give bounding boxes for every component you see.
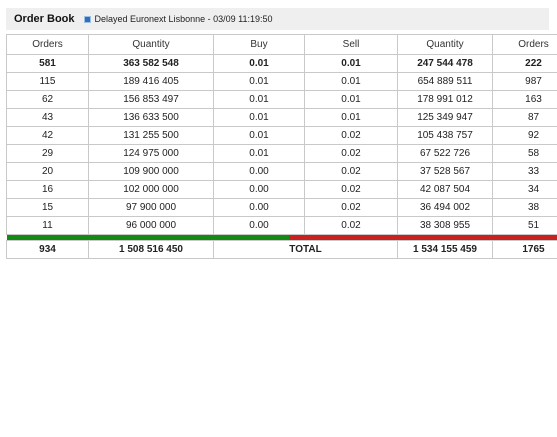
- buy-volume-bar: [6, 235, 289, 240]
- ask-orders-cell: 222: [492, 54, 557, 73]
- ask-quantity-cell: 125 349 947: [397, 108, 493, 127]
- bid-orders-cell: 16: [6, 180, 89, 199]
- market-status: Delayed Euronext Lisbonne - 03/09 11:19:…: [83, 14, 273, 24]
- bid-orders-cell: 62: [6, 90, 89, 109]
- bid-orders-cell: 15: [6, 198, 89, 217]
- total-bid-orders: 934: [6, 240, 89, 259]
- buy-price-cell: 0.01: [213, 90, 305, 109]
- bid-quantity-cell: 156 853 497: [88, 90, 214, 109]
- buy-price-cell: 0.00: [213, 216, 305, 235]
- bid-quantity-cell: 124 975 000: [88, 144, 214, 163]
- buy-price-cell: 0.01: [213, 54, 305, 73]
- buy-sell-balance-bar: [6, 235, 557, 240]
- bid-orders-cell: 43: [6, 108, 89, 127]
- sell-price-cell: 0.01: [304, 72, 398, 91]
- ask-orders-cell: 33: [492, 162, 557, 181]
- bid-quantity-cell: 102 000 000: [88, 180, 214, 199]
- ask-quantity-cell: 654 889 511: [397, 72, 493, 91]
- ask-orders-cell: 163: [492, 90, 557, 109]
- ask-quantity-cell: 67 522 726: [397, 144, 493, 163]
- buy-price-cell: 0.00: [213, 180, 305, 199]
- order-book-table: Orders Quantity Buy Sell Quantity Orders…: [6, 34, 557, 259]
- table-row: 16 102 000 000 0.00 0.02 42 087 504 34: [6, 180, 557, 199]
- bid-quantity-cell: 97 900 000: [88, 198, 214, 217]
- column-header-ask-orders: Orders: [492, 34, 557, 55]
- column-header-bid-quantity: Quantity: [88, 34, 214, 55]
- total-ask-quantity: 1 534 155 459: [397, 240, 493, 259]
- total-label: TOTAL: [213, 240, 398, 259]
- ask-orders-cell: 58: [492, 144, 557, 163]
- column-header-sell: Sell: [304, 34, 398, 55]
- bid-orders-cell: 42: [6, 126, 89, 145]
- buy-price-cell: 0.01: [213, 108, 305, 127]
- order-book-header: Order Book Delayed Euronext Lisbonne - 0…: [6, 8, 549, 30]
- ask-orders-cell: 92: [492, 126, 557, 145]
- ask-orders-cell: 87: [492, 108, 557, 127]
- buy-price-cell: 0.00: [213, 162, 305, 181]
- ask-orders-cell: 34: [492, 180, 557, 199]
- ask-quantity-cell: 36 494 002: [397, 198, 493, 217]
- bid-quantity-cell: 363 582 548: [88, 54, 214, 73]
- table-header-row: Orders Quantity Buy Sell Quantity Orders: [6, 34, 557, 55]
- table-row: 43 136 633 500 0.01 0.01 125 349 947 87: [6, 108, 557, 127]
- sell-price-cell: 0.02: [304, 126, 398, 145]
- bid-quantity-cell: 136 633 500: [88, 108, 214, 127]
- buy-price-cell: 0.00: [213, 198, 305, 217]
- total-bid-quantity: 1 508 516 450: [88, 240, 214, 259]
- bid-orders-cell: 11: [6, 216, 89, 235]
- bid-orders-cell: 29: [6, 144, 89, 163]
- sell-price-cell: 0.01: [304, 90, 398, 109]
- ask-quantity-cell: 105 438 757: [397, 126, 493, 145]
- buy-price-cell: 0.01: [213, 72, 305, 91]
- column-header-ask-quantity: Quantity: [397, 34, 493, 55]
- ask-quantity-cell: 247 544 478: [397, 54, 493, 73]
- page-title: Order Book: [14, 13, 75, 25]
- buy-price-cell: 0.01: [213, 144, 305, 163]
- balance-bar-row: [6, 235, 557, 241]
- column-header-bid-orders: Orders: [6, 34, 89, 55]
- ask-orders-cell: 51: [492, 216, 557, 235]
- table-row: 115 189 416 405 0.01 0.01 654 889 511 987: [6, 72, 557, 91]
- bid-quantity-cell: 189 416 405: [88, 72, 214, 91]
- table-row: 15 97 900 000 0.00 0.02 36 494 002 38: [6, 198, 557, 217]
- square-bullet-icon: [83, 15, 91, 23]
- bid-quantity-cell: 109 900 000: [88, 162, 214, 181]
- ask-quantity-cell: 178 991 012: [397, 90, 493, 109]
- total-row: 934 1 508 516 450 TOTAL 1 534 155 459 17…: [6, 240, 557, 259]
- table-row: 42 131 255 500 0.01 0.02 105 438 757 92: [6, 126, 557, 145]
- bid-orders-cell: 115: [6, 72, 89, 91]
- ask-quantity-cell: 38 308 955: [397, 216, 493, 235]
- sell-price-cell: 0.02: [304, 216, 398, 235]
- ask-quantity-cell: 37 528 567: [397, 162, 493, 181]
- sell-price-cell: 0.02: [304, 198, 398, 217]
- bid-orders-cell: 581: [6, 54, 89, 73]
- bid-quantity-cell: 96 000 000: [88, 216, 214, 235]
- market-status-text: Delayed Euronext Lisbonne - 03/09 11:19:…: [94, 14, 273, 24]
- table-row: 62 156 853 497 0.01 0.01 178 991 012 163: [6, 90, 557, 109]
- buy-price-cell: 0.01: [213, 126, 305, 145]
- table-row: 29 124 975 000 0.01 0.02 67 522 726 58: [6, 144, 557, 163]
- sell-price-cell: 0.02: [304, 180, 398, 199]
- column-header-buy: Buy: [213, 34, 305, 55]
- sell-price-cell: 0.02: [304, 144, 398, 163]
- sell-price-cell: 0.01: [304, 54, 398, 73]
- table-row: 20 109 900 000 0.00 0.02 37 528 567 33: [6, 162, 557, 181]
- table-row: 11 96 000 000 0.00 0.02 38 308 955 51: [6, 216, 557, 235]
- table-row: 581 363 582 548 0.01 0.01 247 544 478 222: [6, 54, 557, 73]
- ask-orders-cell: 987: [492, 72, 557, 91]
- bid-orders-cell: 20: [6, 162, 89, 181]
- sell-price-cell: 0.02: [304, 162, 398, 181]
- ask-orders-cell: 38: [492, 198, 557, 217]
- ask-quantity-cell: 42 087 504: [397, 180, 493, 199]
- sell-price-cell: 0.01: [304, 108, 398, 127]
- sell-volume-bar: [288, 235, 557, 240]
- total-ask-orders: 1765: [492, 240, 557, 259]
- bid-quantity-cell: 131 255 500: [88, 126, 214, 145]
